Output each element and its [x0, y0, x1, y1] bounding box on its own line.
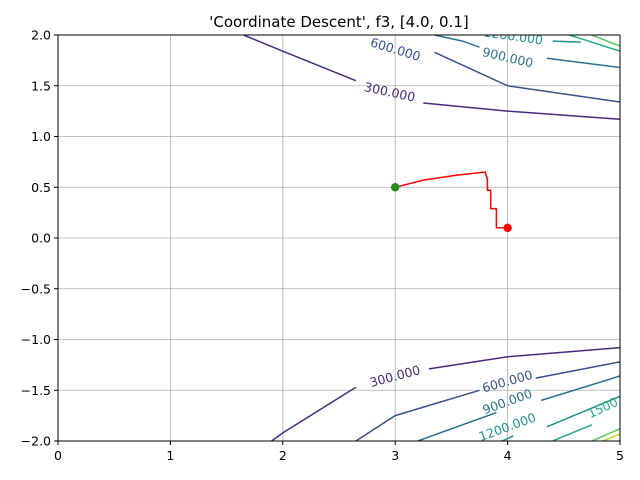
y-tick-label: 1.5 — [31, 78, 51, 93]
y-tick-label: 0.5 — [31, 180, 51, 195]
contour-line-600 — [355, 389, 480, 441]
x-tick-label: 4 — [504, 448, 512, 463]
y-tick-label: 2.0 — [31, 28, 51, 43]
x-tick-label: 0 — [54, 448, 62, 463]
y-tick-label: −1.5 — [21, 383, 51, 398]
y-axis: 2.0 1.5 1.0 0.5 0.0 −0.5 −1.0 −1.5 −2.0 — [21, 28, 58, 449]
contour-line-1200 — [552, 40, 581, 43]
contour-line-2100 — [602, 433, 620, 441]
chart-title: 'Coordinate Descent', f3, [4.0, 0.1] — [209, 13, 469, 31]
contour-line-300 — [271, 386, 357, 441]
contour-line-1500 — [569, 35, 620, 52]
x-tick-label: 2 — [279, 448, 287, 463]
y-tick-label: −1.0 — [21, 332, 51, 347]
y-tick-label: −0.5 — [21, 281, 51, 296]
contour-line-1500 — [552, 424, 593, 441]
descent-path-line — [395, 171, 508, 229]
start-point-marker — [503, 223, 512, 233]
contour-line-600 — [535, 361, 620, 379]
x-axis: 0 1 2 3 4 5 — [54, 441, 624, 463]
contour-line-300 — [428, 346, 620, 370]
contour-line-1200 — [546, 395, 620, 428]
y-tick-label: 0.0 — [31, 231, 51, 246]
x-tick-label: 5 — [616, 448, 624, 463]
x-tick-label: 3 — [391, 448, 399, 463]
contour-line-1200 — [501, 435, 514, 441]
contour-line-900 — [434, 35, 480, 48]
contour-line-900 — [546, 57, 620, 69]
y-tick-label: 1.0 — [31, 129, 51, 144]
contour-line-900 — [541, 375, 620, 402]
contour-line-300 — [243, 35, 357, 82]
contour-line-1800 — [591, 428, 620, 441]
contour-line-1800 — [591, 35, 620, 47]
contour-line-600 — [434, 51, 620, 103]
contour-line-300 — [423, 102, 620, 120]
x-tick-label: 1 — [166, 448, 174, 463]
end-point-marker — [391, 183, 400, 192]
y-tick-label: −2.0 — [21, 434, 51, 449]
contour-lines — [243, 35, 620, 441]
contour-line-900 — [417, 411, 497, 441]
